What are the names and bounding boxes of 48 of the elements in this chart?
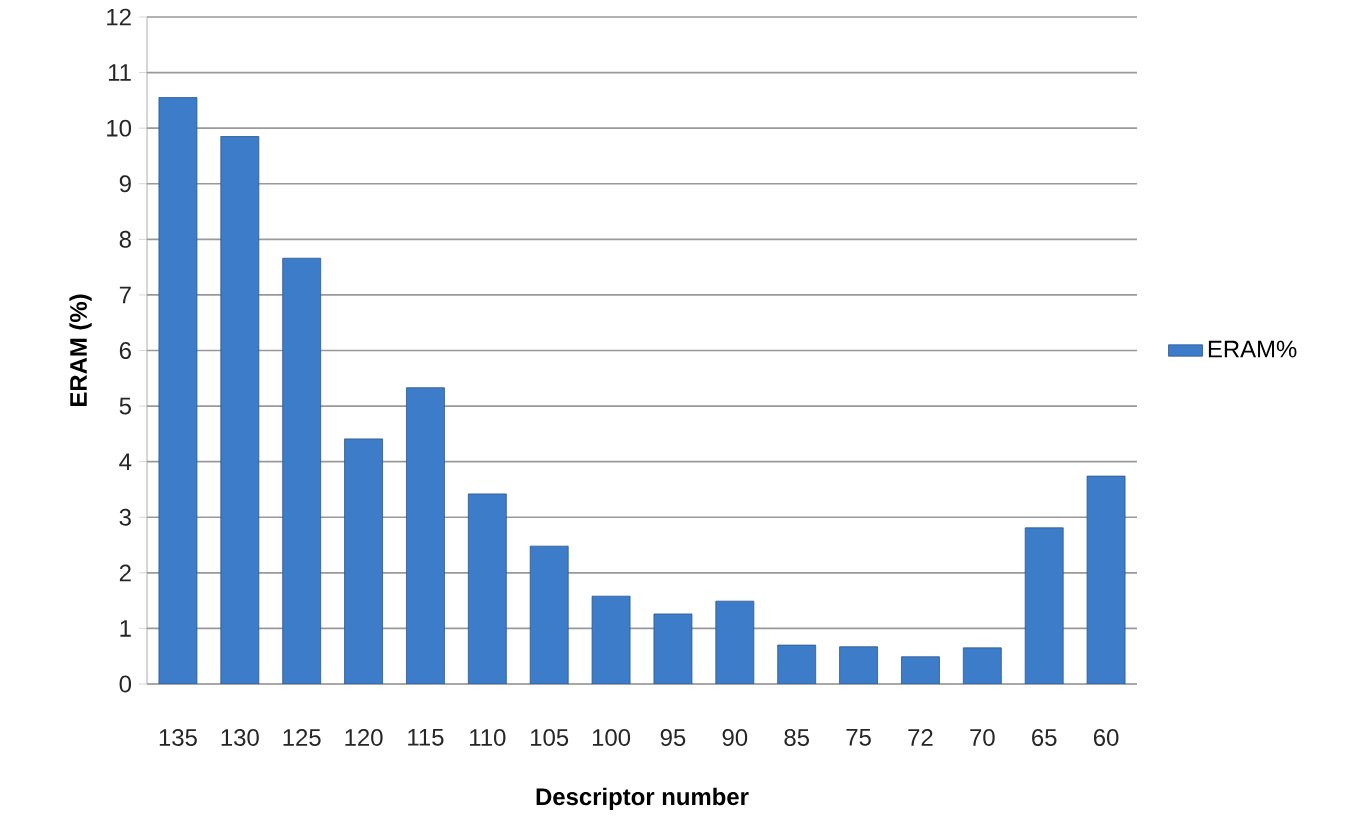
y-tick-label: 1 xyxy=(120,620,131,637)
bar xyxy=(529,545,569,684)
bar xyxy=(406,387,445,684)
bar xyxy=(653,613,693,684)
x-tick-label: 110 xyxy=(470,729,506,746)
legend-label: ERAM% xyxy=(1208,340,1297,358)
x-tick-label: 100 xyxy=(592,729,631,746)
bar xyxy=(344,438,383,684)
y-tick-label: 10 xyxy=(107,119,132,137)
bar xyxy=(901,656,940,684)
x-axis-title: Descriptor number xyxy=(536,787,749,810)
y-tick-label: 6 xyxy=(119,342,131,359)
bar xyxy=(777,644,817,684)
y-tick-label: 3 xyxy=(119,508,131,526)
x-tick-label: 130 xyxy=(221,729,259,746)
x-tick-label: 90 xyxy=(722,729,748,746)
x-tick-label: 60 xyxy=(1093,729,1119,746)
x-tick-label: 70 xyxy=(970,729,995,746)
x-tick-label: 120 xyxy=(345,729,383,746)
bar xyxy=(467,493,507,684)
y-tick-label: 0 xyxy=(119,675,132,693)
x-tick-label: 105 xyxy=(531,729,569,746)
x-tick-label: 65 xyxy=(1032,729,1057,746)
x-tick-label: 85 xyxy=(784,729,809,746)
y-tick-label: 12 xyxy=(107,8,131,26)
bar xyxy=(962,647,1002,684)
y-tick-label: 9 xyxy=(119,175,131,193)
y-tick-label: 2 xyxy=(119,564,131,582)
bar xyxy=(1024,527,1064,684)
x-tick-label: 95 xyxy=(660,729,686,746)
y-tick-label: 5 xyxy=(119,397,131,415)
bar xyxy=(1086,475,1126,684)
bar xyxy=(591,595,631,684)
x-tick-label: 115 xyxy=(408,729,444,746)
x-tick-label: 125 xyxy=(283,729,321,746)
y-tick-label: 11 xyxy=(108,64,131,81)
x-tick-label: 135 xyxy=(159,729,197,746)
bar xyxy=(158,97,198,684)
y-tick-label: 7 xyxy=(119,286,131,304)
y-axis-title: ERAM (%) xyxy=(69,294,92,407)
bar xyxy=(839,646,878,684)
bar xyxy=(220,136,260,684)
x-tick-label: 75 xyxy=(846,729,871,746)
bar xyxy=(715,600,755,684)
y-tick-label: 8 xyxy=(119,230,131,248)
y-tick-label: 4 xyxy=(119,453,132,470)
x-tick-label: 72 xyxy=(908,729,933,746)
bar xyxy=(282,257,322,684)
